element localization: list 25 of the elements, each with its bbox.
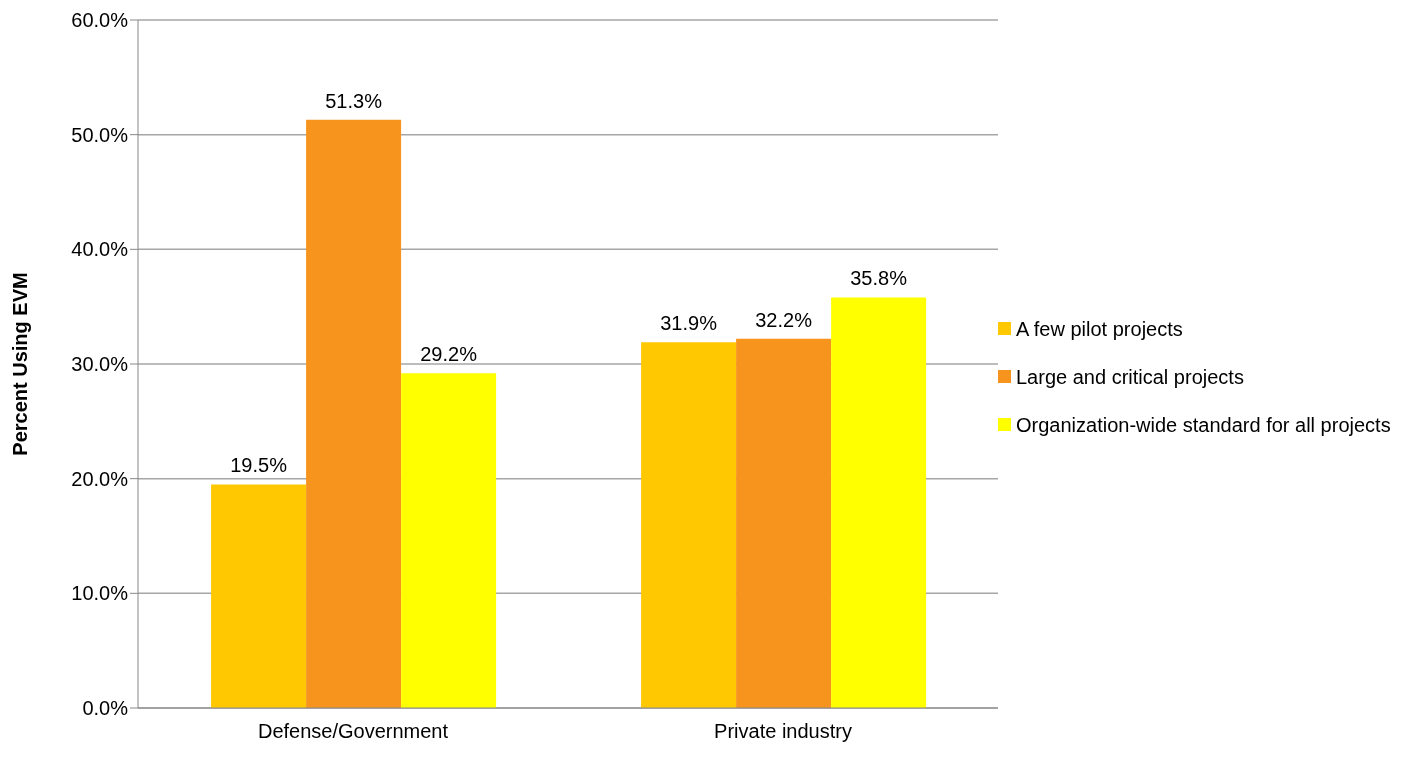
data-label: 29.2% <box>420 343 478 366</box>
x-tick-label: Defense/Government <box>257 720 449 743</box>
y-tick-label: 50.0% <box>71 123 129 146</box>
y-tick-label: 20.0% <box>71 467 129 490</box>
bar <box>736 338 832 708</box>
bar <box>306 119 402 708</box>
data-label: 19.5% <box>230 454 288 477</box>
y-tick-label: 40.0% <box>71 238 129 261</box>
y-axis-title: Percent Using EVM <box>9 272 32 456</box>
y-tick-label: 0.0% <box>82 697 129 720</box>
y-tick-label: 30.0% <box>71 353 129 376</box>
legend-label: Large and critical projects <box>1016 365 1244 390</box>
legend-label: Organization-wide standard for all projects <box>1016 413 1391 438</box>
data-label: 32.2% <box>755 308 813 331</box>
y-tick-label: 60.0% <box>71 9 129 32</box>
x-tick-label: Private industry <box>714 720 852 743</box>
y-tick-label: 10.0% <box>71 582 129 605</box>
data-label: 35.8% <box>850 267 908 290</box>
bar <box>831 297 927 708</box>
bar <box>211 484 307 708</box>
bar <box>641 342 737 708</box>
data-label: 51.3% <box>325 89 383 112</box>
legend-label: A few pilot projects <box>1016 317 1183 342</box>
data-label: 31.9% <box>660 312 718 335</box>
bar <box>401 373 497 708</box>
